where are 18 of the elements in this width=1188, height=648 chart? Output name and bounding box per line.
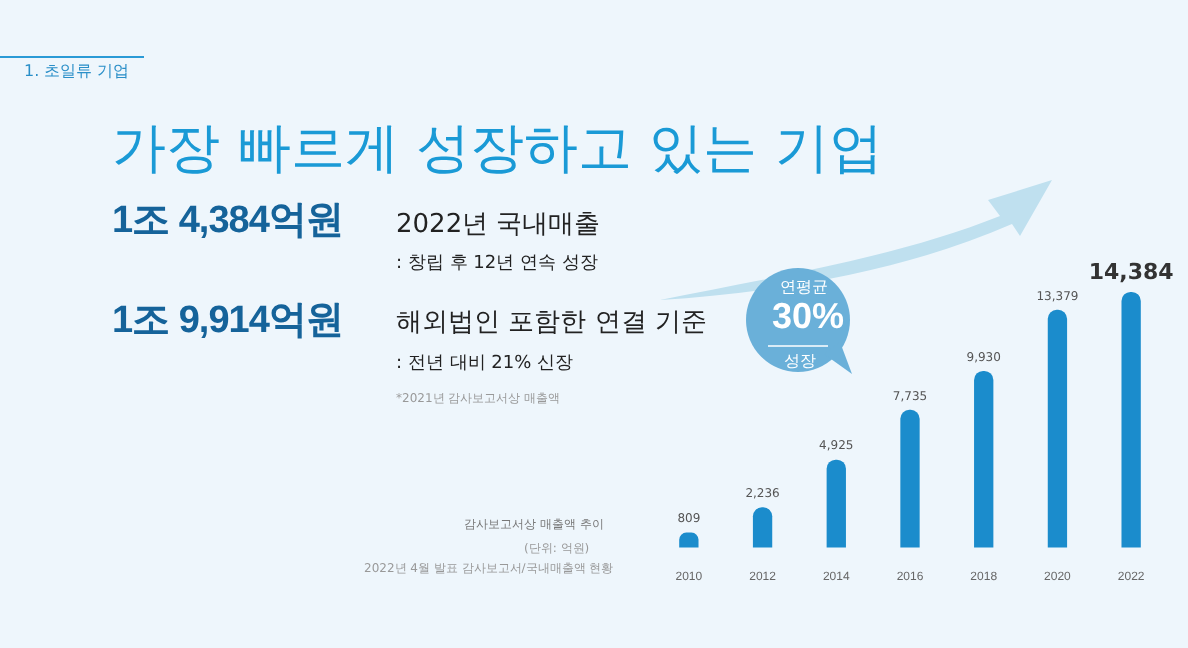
text: 1. 초일류 기업: [24, 60, 130, 82]
bar: [1047, 309, 1068, 548]
data-label: 14,384: [1088, 259, 1175, 286]
chart-title: 가장 빠르게 성장하고 있는 기업: [112, 116, 883, 184]
text: 1조 9,914억원: [112, 298, 343, 346]
bar: [752, 507, 773, 548]
annotation: 해외법인 포함한 연결 기준: [396, 306, 707, 340]
annotation: 30%: [772, 296, 845, 338]
text: : 전년 대비 21% 신장: [396, 352, 573, 376]
bar: [900, 409, 920, 548]
bar: [974, 370, 994, 548]
annotation: 연평균: [780, 276, 828, 298]
text: 2022년 국내매출: [396, 208, 601, 242]
bar: [1121, 291, 1141, 548]
bar: [826, 459, 846, 548]
annotation: 성장: [784, 350, 816, 372]
text: : 창립 후 12년 연속 성장: [396, 252, 598, 276]
text: 1조 4,384억원: [112, 198, 343, 246]
